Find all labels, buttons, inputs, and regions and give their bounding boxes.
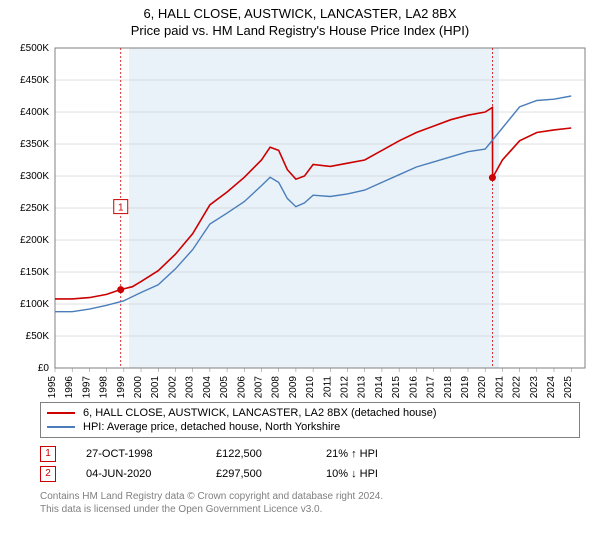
legend-row: HPI: Average price, detached house, Nort… xyxy=(47,420,573,434)
svg-text:2006: 2006 xyxy=(236,376,247,398)
svg-text:2022: 2022 xyxy=(512,376,523,398)
svg-text:1997: 1997 xyxy=(81,376,92,398)
svg-text:1998: 1998 xyxy=(99,376,110,398)
copyright: Contains HM Land Registry data © Crown c… xyxy=(40,490,580,516)
legend-text: 6, HALL CLOSE, AUSTWICK, LANCASTER, LA2 … xyxy=(83,407,437,419)
svg-text:2004: 2004 xyxy=(202,376,213,398)
sale-price: £122,500 xyxy=(216,448,296,460)
svg-text:£500K: £500K xyxy=(20,43,49,54)
svg-text:£450K: £450K xyxy=(20,75,49,86)
svg-text:2020: 2020 xyxy=(477,376,488,398)
svg-text:1999: 1999 xyxy=(116,376,127,398)
svg-text:2009: 2009 xyxy=(288,376,299,398)
chart-container: 6, HALL CLOSE, AUSTWICK, LANCASTER, LA2 … xyxy=(0,0,600,516)
svg-text:£300K: £300K xyxy=(20,171,49,182)
copyright-line2: This data is licensed under the Open Gov… xyxy=(40,503,580,516)
sale-date: 27-OCT-1998 xyxy=(86,448,186,460)
sale-date: 04-JUN-2020 xyxy=(86,468,186,480)
svg-text:2001: 2001 xyxy=(150,376,161,398)
svg-text:£250K: £250K xyxy=(20,203,49,214)
legend-swatch xyxy=(47,412,75,414)
sale-price: £297,500 xyxy=(216,468,296,480)
svg-text:2013: 2013 xyxy=(357,376,368,398)
legend-text: HPI: Average price, detached house, Nort… xyxy=(83,421,340,433)
title-block: 6, HALL CLOSE, AUSTWICK, LANCASTER, LA2 … xyxy=(0,0,600,38)
sales-row: 2 04-JUN-2020 £297,500 10% ↓ HPI xyxy=(40,464,580,484)
price-chart: £0 £50K £100K £150K £200K £250K £300K £350K £400… xyxy=(0,38,600,398)
copyright-line1: Contains HM Land Registry data © Crown c… xyxy=(40,490,580,503)
svg-text:2000: 2000 xyxy=(133,376,144,398)
title-main: 6, HALL CLOSE, AUSTWICK, LANCASTER, LA2 … xyxy=(0,6,600,21)
svg-text:2014: 2014 xyxy=(374,376,385,398)
svg-text:2015: 2015 xyxy=(391,376,402,398)
svg-text:2008: 2008 xyxy=(271,376,282,398)
svg-text:2003: 2003 xyxy=(185,376,196,398)
svg-text:2007: 2007 xyxy=(253,376,264,398)
svg-text:2012: 2012 xyxy=(340,376,351,398)
svg-text:1996: 1996 xyxy=(64,376,75,398)
svg-text:£400K: £400K xyxy=(20,107,49,118)
svg-text:2019: 2019 xyxy=(460,376,471,398)
svg-text:£350K: £350K xyxy=(20,139,49,150)
svg-text:2010: 2010 xyxy=(305,376,316,398)
svg-text:2021: 2021 xyxy=(494,376,505,398)
svg-text:£200K: £200K xyxy=(20,235,49,246)
svg-text:1: 1 xyxy=(118,203,124,214)
svg-text:2018: 2018 xyxy=(443,376,454,398)
svg-text:2024: 2024 xyxy=(546,376,557,398)
svg-text:£50K: £50K xyxy=(26,331,50,342)
svg-text:£100K: £100K xyxy=(20,299,49,310)
svg-text:2023: 2023 xyxy=(529,376,540,398)
svg-text:2025: 2025 xyxy=(563,376,574,398)
svg-text:2017: 2017 xyxy=(426,376,437,398)
svg-text:£150K: £150K xyxy=(20,267,49,278)
svg-text:2016: 2016 xyxy=(408,376,419,398)
svg-text:2002: 2002 xyxy=(167,376,178,398)
legend-swatch xyxy=(47,426,75,428)
title-sub: Price paid vs. HM Land Registry's House … xyxy=(0,23,600,38)
svg-text:1995: 1995 xyxy=(47,376,58,398)
svg-text:2005: 2005 xyxy=(219,376,230,398)
legend-row: 6, HALL CLOSE, AUSTWICK, LANCASTER, LA2 … xyxy=(47,406,573,420)
svg-text:£0: £0 xyxy=(38,363,50,374)
legend: 6, HALL CLOSE, AUSTWICK, LANCASTER, LA2 … xyxy=(40,402,580,438)
svg-text:2011: 2011 xyxy=(322,376,333,398)
sale-marker-number: 1 xyxy=(40,446,56,462)
sales-row: 1 27-OCT-1998 £122,500 21% ↑ HPI xyxy=(40,444,580,464)
sale-marker-number: 2 xyxy=(40,466,56,482)
sale-hpi: 10% ↓ HPI xyxy=(326,468,426,480)
sale-hpi: 21% ↑ HPI xyxy=(326,448,426,460)
sales-table: 1 27-OCT-1998 £122,500 21% ↑ HPI 2 04-JUN-202… xyxy=(40,444,580,484)
